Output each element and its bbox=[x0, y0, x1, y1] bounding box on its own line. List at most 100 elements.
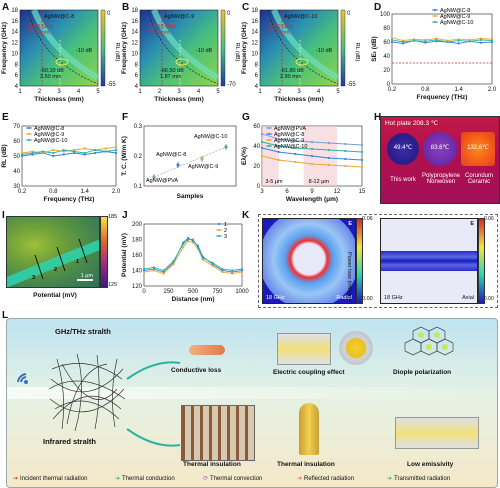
legend-marker bbox=[217, 222, 221, 226]
legend-label: AgNW@C-9 bbox=[440, 14, 470, 20]
thermal-insulation-label-2: Thermal insulation bbox=[277, 461, 335, 468]
conductive-loss-label: Conductive loss bbox=[171, 367, 222, 374]
data-point bbox=[231, 269, 234, 272]
y-tick-label: 180 bbox=[132, 238, 143, 244]
flow-arrows bbox=[126, 361, 181, 447]
legend-transmitted: ➔ Transmitted radiation bbox=[387, 475, 451, 483]
x-axis-label: Thickness (mm) bbox=[154, 96, 204, 103]
kpfm-colorbar bbox=[100, 216, 108, 288]
band2-label: 8-12 μm bbox=[309, 179, 330, 185]
panel-letter-a: A bbox=[2, 2, 10, 13]
incident-arrow-icon: ➔ bbox=[13, 476, 19, 482]
data-point bbox=[424, 40, 427, 43]
x-tick-label: 12 bbox=[334, 189, 341, 195]
conductive-loss-wire bbox=[189, 345, 225, 355]
panel-letter-j: J bbox=[122, 210, 128, 221]
data-point bbox=[211, 264, 214, 267]
diople-polarization-label: Diople polarization bbox=[393, 369, 452, 376]
legend-marker bbox=[267, 126, 271, 130]
data-point bbox=[31, 151, 34, 155]
x-tick-label: 9 bbox=[310, 189, 314, 195]
hot-plate-title: Hot plate 208.3 ℃ bbox=[385, 120, 439, 127]
x-tick-label: 5 bbox=[216, 89, 220, 95]
y-tick-label: 14 bbox=[251, 30, 258, 36]
radial-ring bbox=[263, 219, 355, 303]
x-tick-label: 1 bbox=[258, 89, 262, 95]
mark-2: 2 bbox=[54, 267, 58, 273]
wifi-icon bbox=[17, 373, 28, 384]
legend-convection: ⟳ Thermal convection bbox=[203, 475, 263, 483]
data-point bbox=[20, 153, 24, 156]
y-axis-label: Frequency (GHz) bbox=[241, 22, 248, 74]
y-tick-label: 18 bbox=[131, 8, 138, 14]
legend-marker bbox=[433, 8, 437, 12]
data-point bbox=[52, 154, 55, 158]
y-tick-label: 6 bbox=[15, 73, 19, 79]
low-emissivity-bar bbox=[395, 417, 479, 449]
legend-marker bbox=[267, 132, 271, 136]
data-point bbox=[390, 36, 394, 39]
data-point bbox=[344, 142, 347, 146]
rl-colorbar bbox=[220, 9, 226, 87]
legend-marker bbox=[267, 138, 271, 142]
ghz-stealth-label: GHz/THz stralth bbox=[55, 327, 111, 336]
legend-marker bbox=[433, 14, 437, 18]
thermal-image-h: Hot plate 208.3 ℃ 49.4℃ 83.6℃ 132.6℃ Thi… bbox=[380, 116, 500, 204]
y-axis-label: T. C. (W/m K) bbox=[121, 136, 128, 176]
y-tick-label: 40 bbox=[13, 169, 20, 175]
y-tick-label: 160 bbox=[132, 253, 143, 259]
y-tick-label: 0.1 bbox=[134, 184, 143, 190]
peak1-label: -70.10 GHz bbox=[148, 24, 176, 30]
data-point bbox=[83, 151, 86, 155]
x-tick-label: 4 bbox=[77, 89, 81, 95]
axial-cmin: 0.00 bbox=[484, 296, 494, 302]
data-point bbox=[73, 150, 76, 153]
x-tick-label: 1 bbox=[138, 89, 142, 95]
legend-label: AgNW@PVA bbox=[274, 126, 306, 132]
data-point bbox=[479, 41, 482, 44]
conduction-arrow-icon: ➔ bbox=[115, 476, 121, 482]
y-tick-label: 70 bbox=[13, 124, 20, 130]
ir-stealth-label: Infrared stralth bbox=[43, 437, 96, 446]
y-tick-label: 0.2 bbox=[134, 154, 143, 160]
data-point bbox=[277, 150, 280, 154]
x-tick-label: 1000 bbox=[235, 289, 249, 295]
legend-marker bbox=[433, 20, 437, 24]
y-tick-label: 60 bbox=[383, 40, 390, 46]
data-point bbox=[360, 143, 364, 147]
plot-frame bbox=[143, 223, 243, 287]
y-tick-label: 20 bbox=[383, 68, 390, 74]
data-point bbox=[191, 238, 195, 241]
x-tick-label: 1.4 bbox=[454, 87, 463, 93]
colorbar-label: RL (dB) bbox=[114, 43, 120, 62]
trend-line bbox=[153, 146, 227, 178]
radial-cmin: 0.00 bbox=[362, 296, 373, 302]
peak2-label: -66.50 dB bbox=[160, 68, 184, 74]
series-line-3 bbox=[391, 39, 493, 43]
x-tick-label: 3 bbox=[57, 89, 61, 95]
y-tick-label: 4 bbox=[15, 84, 19, 90]
radial-cmax: 0.06 bbox=[362, 216, 373, 222]
x-tick-label: 2.0 bbox=[488, 87, 497, 93]
label-this-work: This work bbox=[390, 177, 416, 183]
contour-label: -10 dB bbox=[196, 48, 213, 54]
data-point bbox=[327, 141, 330, 145]
data-point bbox=[142, 270, 146, 274]
y-tick-label: 14 bbox=[131, 30, 138, 36]
data-point bbox=[457, 39, 460, 42]
data-point bbox=[402, 40, 405, 44]
power-loss-frame bbox=[258, 214, 498, 308]
data-point bbox=[200, 157, 204, 161]
y-tick-label: 80 bbox=[383, 26, 390, 32]
reflected-arrow-icon: ➔ bbox=[297, 476, 303, 482]
x-axis-label: Frequency (THz) bbox=[44, 196, 95, 203]
y-tick-label: 16 bbox=[131, 19, 138, 25]
electric-coupling-circle bbox=[339, 331, 373, 365]
colorbar-label: RL (dB) bbox=[354, 43, 360, 62]
y-tick-label: 100 bbox=[380, 12, 391, 18]
data-point bbox=[310, 147, 314, 151]
data-point bbox=[114, 145, 118, 149]
data-point bbox=[310, 162, 314, 166]
y-tick-label: 16 bbox=[11, 19, 18, 25]
data-point bbox=[294, 152, 297, 156]
